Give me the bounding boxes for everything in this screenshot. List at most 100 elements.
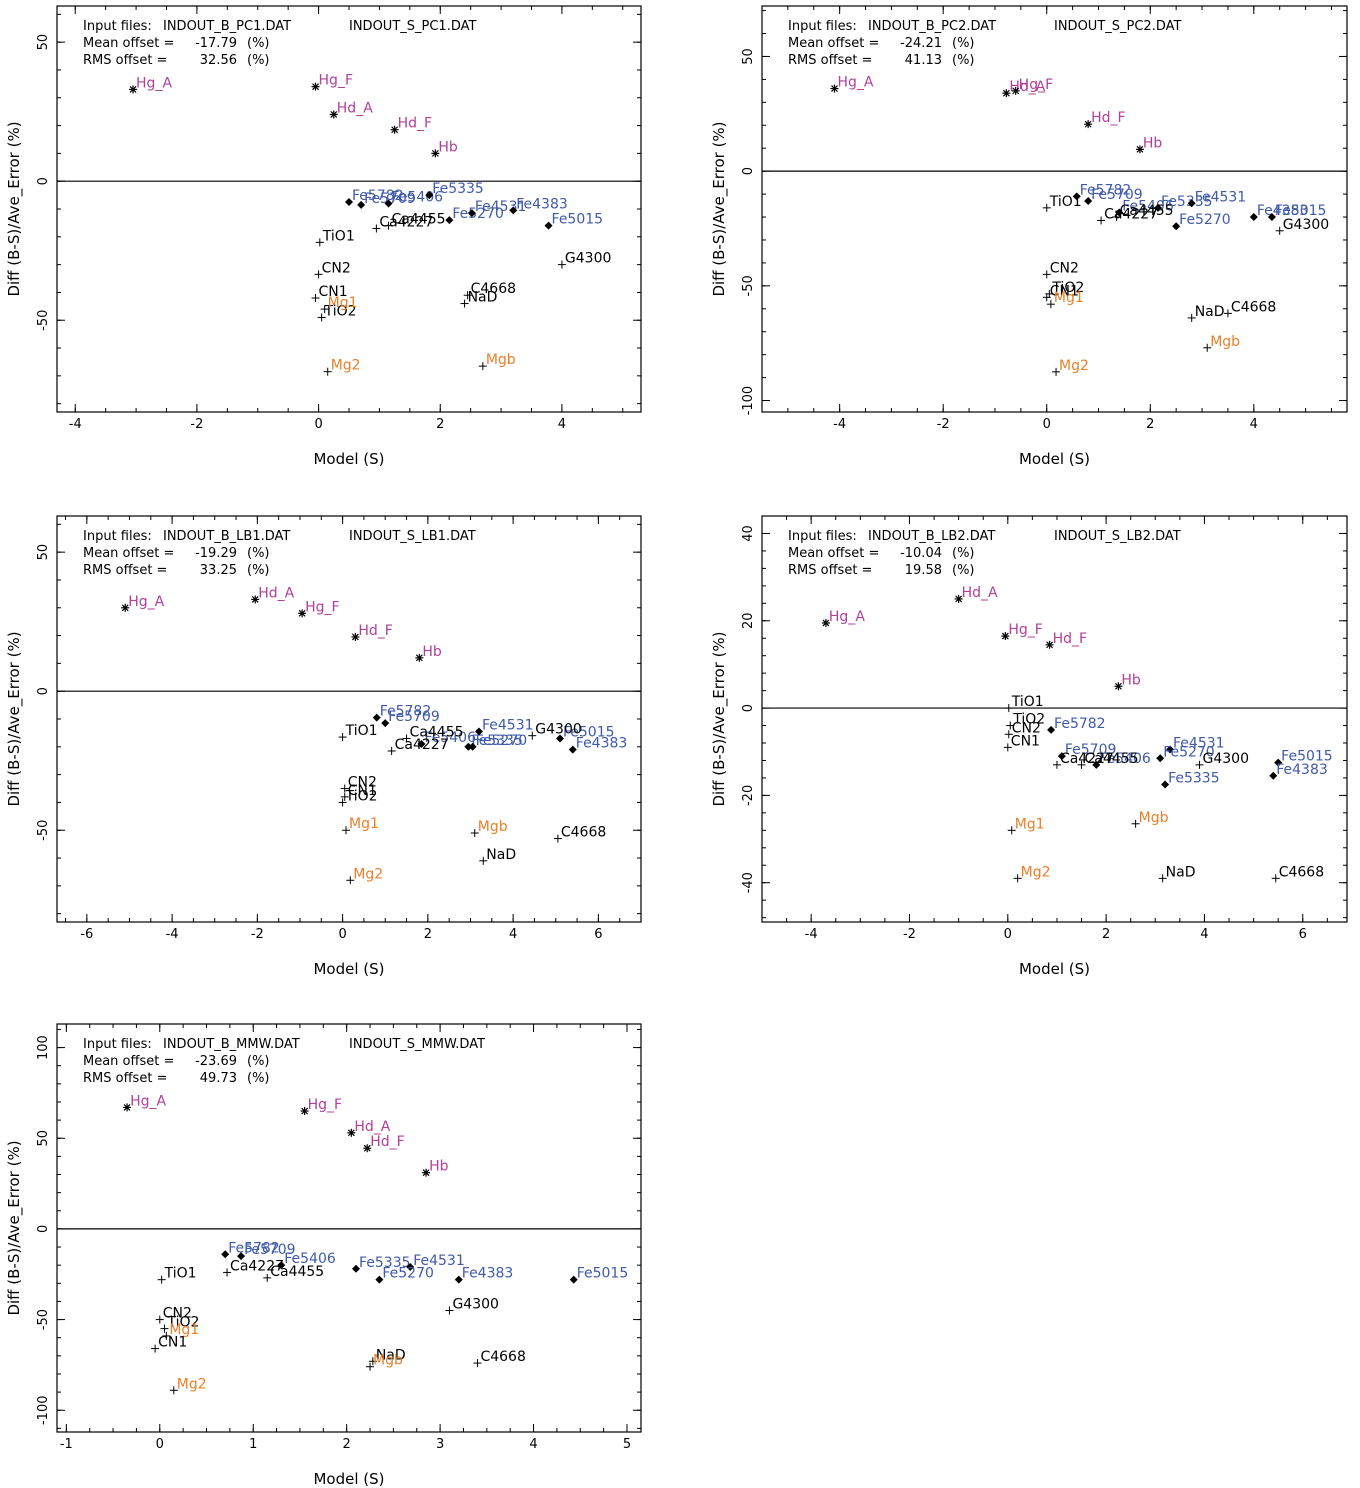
y-tick-label: 50 xyxy=(36,544,51,561)
data-point-tio1: TiO1 xyxy=(315,228,355,247)
y-axis-label: Diff (B-S)/Ave_Error (%) xyxy=(5,1140,24,1315)
x-tick-label: 2 xyxy=(1102,927,1110,942)
star-marker-stroke xyxy=(1012,87,1020,95)
data-point-fe4531: Fe4531 xyxy=(475,718,534,736)
point-label: C4668 xyxy=(471,281,516,297)
diamond-marker xyxy=(417,740,426,749)
diamond-marker xyxy=(221,1250,230,1259)
data-point-hg-f: Hg_F xyxy=(298,599,340,618)
point-label: CN2 xyxy=(348,775,377,791)
input-file-s: INDOUT_S_PC1.DAT xyxy=(349,19,476,34)
data-point-fe5270: Fe5270 xyxy=(468,733,527,751)
data-point-c4668: C4668 xyxy=(553,825,606,843)
data-point-mg2: Mg2 xyxy=(1052,358,1089,376)
y-axis-label: Diff (B-S)/Ave_Error (%) xyxy=(710,631,729,806)
data-point-cn1: CN1 xyxy=(311,284,348,302)
star-marker-stroke xyxy=(347,1129,355,1137)
data-point-fe5270: Fe5270 xyxy=(375,1266,434,1284)
x-axis-label: Model (S) xyxy=(313,960,384,978)
point-label: NaD xyxy=(468,290,498,306)
data-point-cn2: CN2 xyxy=(340,775,377,793)
data-point-hd-f: Hd_F xyxy=(351,623,393,641)
info-block: Input files: INDOUT_B_LB1.DAT INDOUT_S_LB1… xyxy=(83,529,476,578)
point-label: Hd_F xyxy=(1053,631,1087,647)
point-label: C4668 xyxy=(1279,864,1324,880)
data-point-hb: Hb xyxy=(1114,672,1141,691)
data-point-hb: Hb xyxy=(422,1159,449,1177)
diamond-marker xyxy=(1172,222,1181,231)
data-point-ca4455: Ca4455 xyxy=(1077,751,1139,769)
diamond-marker xyxy=(1047,725,1056,734)
point-label: Ca4455 xyxy=(410,724,464,740)
point-label: Hd_A xyxy=(354,1119,390,1135)
point-label: C4668 xyxy=(480,1349,525,1365)
y-tick-label: -100 xyxy=(36,1395,51,1425)
point-label: Fe5709 xyxy=(364,191,416,207)
x-tick-label: 0 xyxy=(1004,927,1012,942)
data-point-fe5406: Fe5406 xyxy=(1092,751,1151,769)
data-point-hb: Hb xyxy=(415,644,442,662)
data-point-mg2: Mg2 xyxy=(323,358,361,376)
diamond-marker xyxy=(569,1275,578,1284)
data-point-hg-a: Hg_A xyxy=(830,75,874,93)
x-tick-label: 0 xyxy=(314,417,322,432)
x-tick-label: 2 xyxy=(1146,417,1154,432)
data-point-fe4383: Fe4383 xyxy=(454,1266,513,1284)
point-label: Fe5406 xyxy=(424,730,476,746)
point-label: Fe5782 xyxy=(1054,716,1106,732)
y-tick-label: 40 xyxy=(741,525,756,542)
point-label: Mg1 xyxy=(1015,816,1045,832)
point-label: Fe5270 xyxy=(1163,744,1215,760)
scatter-panel-1: -4 -2 0 2 4 -50 0 50 Model (S) Diff (B-S)/Ave_Err… xyxy=(5,5,642,468)
data-point-fe4383: Fe4383 xyxy=(568,736,627,754)
diamond-marker xyxy=(277,1261,286,1270)
data-point-fe5015: Fe5015 xyxy=(556,724,615,743)
diamond-marker xyxy=(372,713,381,722)
input-files-label: Input files: xyxy=(788,529,857,544)
point-label: G4300 xyxy=(535,722,581,738)
data-point-mg2: Mg2 xyxy=(346,866,383,885)
data-point-hb: Hb xyxy=(1135,135,1162,154)
data-point-mg1: Mg1 xyxy=(162,1322,199,1340)
data-point-nad: NaD xyxy=(460,290,498,308)
plot-frame xyxy=(761,5,1348,413)
point-label: TiO1 xyxy=(345,723,378,739)
rms-offset-label: RMS offset = xyxy=(83,53,167,68)
info-block: Input files: INDOUT_B_MMW.DAT INDOUT_S_MMW… xyxy=(83,1037,485,1086)
point-label: TiO1 xyxy=(164,1266,197,1282)
x-tick-label: 4 xyxy=(509,927,517,942)
rms-offset-value: 33.25 xyxy=(200,563,237,578)
input-file-s: INDOUT_S_LB1.DAT xyxy=(349,529,476,544)
data-point-g4300: G4300 xyxy=(557,251,611,269)
point-label: TiO2 xyxy=(1051,280,1084,296)
point-label: Fe4383 xyxy=(1257,203,1309,219)
point-label: Fe4531 xyxy=(482,718,534,734)
x-tick-label: -2 xyxy=(251,927,264,942)
star-marker-stroke xyxy=(351,633,359,641)
rms-offset-label: RMS offset = xyxy=(83,1071,167,1086)
data-point-g4300: G4300 xyxy=(1195,751,1249,769)
diamond-marker xyxy=(1057,752,1066,761)
point-label: Ca4227 xyxy=(1104,206,1158,222)
mean-offset-unit: (%) xyxy=(952,546,975,561)
point-label: Mg2 xyxy=(1059,358,1089,374)
data-point-fe5709: Fe5709 xyxy=(1084,187,1143,205)
point-label: Ca4455 xyxy=(1085,751,1139,767)
diamond-marker xyxy=(467,209,476,218)
diamond-marker xyxy=(381,719,390,728)
input-file-s: INDOUT_S_LB2.DAT xyxy=(1054,529,1181,544)
point-label: Hb xyxy=(1121,672,1141,688)
x-tick-label: -2 xyxy=(937,417,950,432)
diamond-marker xyxy=(454,1275,463,1284)
point-label: Fe5335 xyxy=(432,181,484,197)
data-point-c4668: C4668 xyxy=(1271,864,1324,883)
star-marker-stroke xyxy=(1136,145,1144,153)
diamond-marker xyxy=(544,221,553,230)
point-label: Mg2 xyxy=(1021,864,1051,880)
point-label: Fe5406 xyxy=(1122,198,1174,214)
data-point-tio1: TiO1 xyxy=(1004,694,1044,713)
input-files-label: Input files: xyxy=(83,19,152,34)
point-label: CN1 xyxy=(319,284,348,300)
data-point-c4668: C4668 xyxy=(463,281,516,300)
data-point-tio1: TiO1 xyxy=(338,723,378,742)
